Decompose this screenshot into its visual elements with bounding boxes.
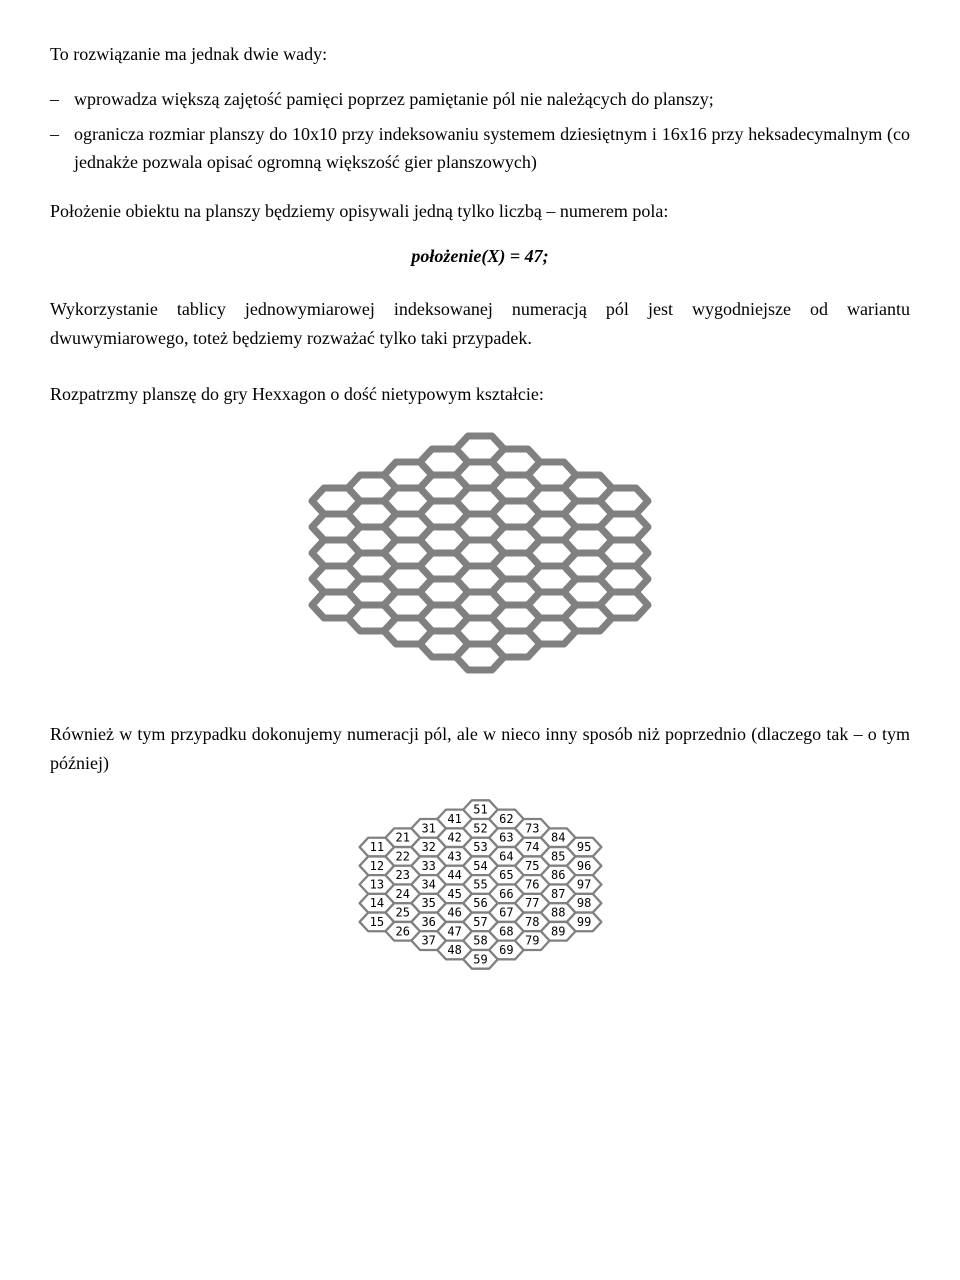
hex-board-numbered: 11 12 13 14 15 21 22 23 24 25 26 31 32 33 34 35 36 37 41 42… bbox=[353, 794, 608, 975]
drawbacks-list: wprowadza większą zajętość pamięci poprz… bbox=[50, 85, 910, 177]
hex-label: 64 bbox=[499, 849, 513, 863]
hex-label: 41 bbox=[447, 812, 461, 826]
hex-label: 44 bbox=[447, 868, 461, 882]
hex-label: 76 bbox=[525, 877, 539, 891]
hex-label: 35 bbox=[421, 896, 435, 910]
hex-label: 51 bbox=[473, 802, 487, 816]
hex-label: 78 bbox=[525, 914, 539, 928]
bullet-1: wprowadza większą zajętość pamięci poprz… bbox=[50, 85, 910, 114]
hex-label: 15 bbox=[369, 914, 383, 928]
hex-label: 68 bbox=[499, 924, 513, 938]
hex-label: 73 bbox=[525, 821, 539, 835]
hex-cell bbox=[600, 592, 648, 618]
hex-label: 97 bbox=[576, 877, 590, 891]
figure-board-numbered: 11 12 13 14 15 21 22 23 24 25 26 31 32 33 34 35 36 37 41 42… bbox=[50, 794, 910, 984]
hex-label: 26 bbox=[395, 924, 409, 938]
hex-label: 24 bbox=[395, 886, 409, 900]
hex-board-blank bbox=[301, 425, 659, 681]
hex-label: 77 bbox=[525, 896, 539, 910]
hex-label: 46 bbox=[447, 905, 461, 919]
position-paragraph: Położenie obiektu na planszy będziemy op… bbox=[50, 197, 910, 226]
hex-label: 23 bbox=[395, 868, 409, 882]
hex-label: 25 bbox=[395, 905, 409, 919]
usage-paragraph: Wykorzystanie tablicy jednowymiarowej in… bbox=[50, 295, 910, 353]
hex-label: 69 bbox=[499, 943, 513, 957]
hex-label: 54 bbox=[473, 858, 487, 872]
hex-label: 53 bbox=[473, 840, 487, 854]
hex-label: 74 bbox=[525, 840, 539, 854]
bullet-2: ogranicza rozmiar planszy do 10x10 przy … bbox=[50, 120, 910, 178]
hex-label: 84 bbox=[550, 830, 564, 844]
hex-label: 33 bbox=[421, 858, 435, 872]
hex-label: 98 bbox=[576, 896, 590, 910]
hex-label: 52 bbox=[473, 821, 487, 835]
hexxagon-paragraph: Rozpatrzmy planszę do gry Hexxagon o doś… bbox=[50, 380, 910, 409]
hex-label: 31 bbox=[421, 821, 435, 835]
formula: położenie(X) = 47; bbox=[50, 242, 910, 271]
intro-text: To rozwiązanie ma jednak dwie wady: bbox=[50, 40, 910, 69]
hex-label: 85 bbox=[550, 849, 564, 863]
hex-label: 42 bbox=[447, 830, 461, 844]
hex-label: 11 bbox=[369, 840, 383, 854]
hex-label: 65 bbox=[499, 868, 513, 882]
hex-label: 55 bbox=[473, 877, 487, 891]
hex-label: 43 bbox=[447, 849, 461, 863]
hex-label: 88 bbox=[550, 905, 564, 919]
hex-cell bbox=[600, 514, 648, 540]
hex-cell bbox=[600, 566, 648, 592]
hex-label: 36 bbox=[421, 914, 435, 928]
hex-label: 99 bbox=[576, 914, 590, 928]
hex-label: 57 bbox=[473, 914, 487, 928]
hex-label: 66 bbox=[499, 886, 513, 900]
hex-label: 75 bbox=[525, 858, 539, 872]
hex-label: 95 bbox=[576, 840, 590, 854]
hex-label: 62 bbox=[499, 812, 513, 826]
hex-label: 87 bbox=[550, 886, 564, 900]
numeration-paragraph: Również w tym przypadku dokonujemy numer… bbox=[50, 720, 910, 778]
hex-label: 89 bbox=[550, 924, 564, 938]
hex-label: 13 bbox=[369, 877, 383, 891]
hex-label: 96 bbox=[576, 858, 590, 872]
hex-label: 34 bbox=[421, 877, 435, 891]
hex-label: 56 bbox=[473, 896, 487, 910]
hex-label: 86 bbox=[550, 868, 564, 882]
hex-label: 67 bbox=[499, 905, 513, 919]
hex-cell bbox=[600, 488, 648, 514]
hex-label: 58 bbox=[473, 933, 487, 947]
hex-label: 63 bbox=[499, 830, 513, 844]
hex-label: 59 bbox=[473, 952, 487, 966]
hex-label: 32 bbox=[421, 840, 435, 854]
hex-label: 47 bbox=[447, 924, 461, 938]
hex-label: 22 bbox=[395, 849, 409, 863]
hex-label: 14 bbox=[369, 896, 383, 910]
hex-label: 12 bbox=[369, 858, 383, 872]
hex-label: 21 bbox=[395, 830, 409, 844]
hex-label: 37 bbox=[421, 933, 435, 947]
hex-label: 45 bbox=[447, 886, 461, 900]
hex-cell bbox=[600, 540, 648, 566]
hex-label: 48 bbox=[447, 943, 461, 957]
figure-board-blank bbox=[50, 425, 910, 690]
hex-label: 79 bbox=[525, 933, 539, 947]
